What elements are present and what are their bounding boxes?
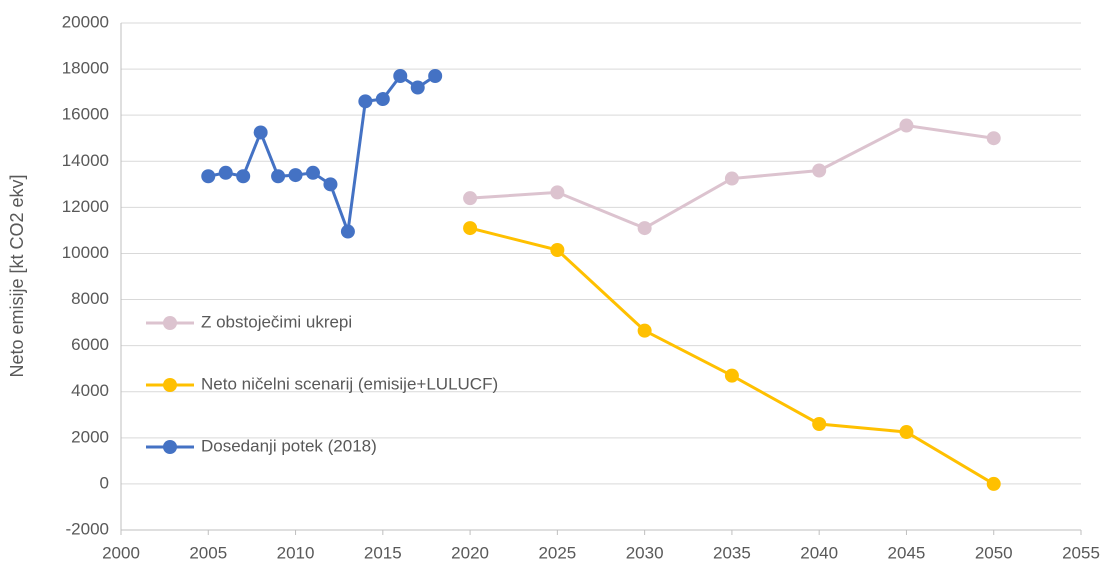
data-point	[463, 191, 478, 206]
x-tick-label: 2050	[975, 543, 1013, 562]
data-point	[393, 69, 408, 84]
data-point	[201, 169, 216, 184]
legend-label: Neto ničelni scenarij (emisije+LULUCF)	[201, 374, 498, 393]
data-point	[428, 69, 443, 84]
data-point	[899, 425, 914, 440]
series-line	[207, 73, 437, 233]
x-tick-label: 2005	[189, 543, 227, 562]
x-tick-label: 2010	[277, 543, 315, 562]
x-tick-label: 2015	[364, 543, 402, 562]
data-point	[812, 163, 827, 178]
data-point	[986, 476, 1001, 491]
data-point	[637, 323, 652, 338]
legend-marker	[163, 316, 177, 330]
data-point	[358, 94, 373, 109]
data-point	[410, 80, 425, 95]
x-tick-label: 2020	[451, 543, 489, 562]
data-point	[340, 224, 355, 239]
data-point	[288, 168, 303, 183]
x-tick-label: 2025	[538, 543, 576, 562]
y-tick-label: 2000	[71, 427, 109, 446]
data-point	[724, 368, 739, 383]
y-tick-label: 8000	[71, 289, 109, 308]
legend-label: Dosedanji potek (2018)	[201, 436, 377, 455]
y-tick-label: 4000	[71, 381, 109, 400]
y-tick-label: 14000	[62, 151, 109, 170]
x-tick-label: 2000	[102, 543, 140, 562]
y-tick-label: 18000	[62, 59, 109, 78]
data-point	[218, 165, 233, 180]
data-point	[323, 177, 338, 192]
y-tick-label: 12000	[62, 197, 109, 216]
x-tick-label: 2045	[888, 543, 926, 562]
series-line	[469, 226, 995, 486]
y-tick-label: 10000	[62, 243, 109, 262]
y-tick-label: -2000	[66, 519, 109, 538]
y-tick-label: 16000	[62, 105, 109, 124]
x-tick-label: 2040	[800, 543, 838, 562]
x-tick-label: 2035	[713, 543, 751, 562]
legend-marker	[163, 440, 177, 454]
data-point	[306, 165, 320, 180]
data-point	[236, 169, 251, 184]
data-point	[986, 131, 1001, 146]
x-tick-label: 2030	[626, 543, 664, 562]
data-point	[550, 242, 565, 257]
legend-label: Z obstoječimi ukrepi	[201, 312, 352, 331]
data-point	[899, 118, 914, 133]
data-point	[253, 125, 268, 140]
data-point	[812, 416, 827, 431]
y-axis-label: Neto emisije [kt CO2 ekv]	[7, 174, 27, 377]
y-tick-label: 6000	[71, 335, 109, 354]
data-point	[637, 221, 652, 236]
data-point	[463, 221, 478, 236]
data-point	[550, 185, 565, 200]
legend-marker	[163, 378, 177, 392]
x-tick-label: 2055	[1062, 543, 1100, 562]
y-tick-label: 0	[100, 473, 109, 492]
data-point	[271, 169, 286, 184]
y-tick-label: 20000	[62, 12, 109, 31]
data-point	[375, 92, 390, 107]
data-point	[724, 171, 739, 186]
